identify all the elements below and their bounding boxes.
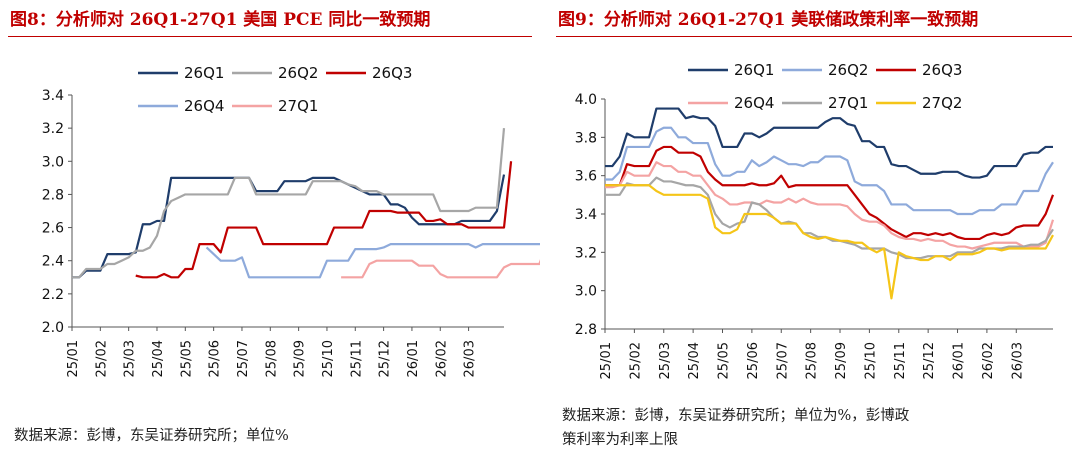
y-tick-label: 3.4 — [42, 88, 64, 104]
right-chart: 2.8 3.0 3.2 3.4 3.6 3.8 4.0 25/01 25/02 25/03 25/0… — [575, 61, 1055, 379]
x-tick-label: 25/11 — [349, 340, 364, 377]
left-panel: 图8：分析师对 26Q1-27Q1 美国 PCE 同比一致预期 2.0 2.2 2.… — [8, 10, 540, 444]
x-tick-label: 25/04 — [687, 342, 702, 379]
y-tick-label: 3.4 — [575, 207, 597, 223]
left-chart-title: 图8：分析师对 26Q1-27Q1 美国 PCE 同比一致预期 — [10, 10, 431, 30]
legend-label-27q1: 27Q1 — [828, 94, 868, 112]
y-tick-label: 2.8 — [42, 187, 64, 203]
y-tick-label: 4.0 — [575, 92, 597, 108]
left-title-rule — [8, 36, 532, 37]
series-line-26q3 — [605, 145, 1055, 241]
x-tick-label: 25/12 — [378, 340, 393, 377]
y-tick-label: 3.2 — [575, 245, 597, 261]
y-tick-label: 2.6 — [42, 221, 64, 237]
series-line-26q4 — [205, 243, 540, 279]
x-tick-label: 25/02 — [628, 342, 643, 379]
x-tick-label: 25/01 — [66, 340, 81, 377]
x-tick-label: 25/08 — [264, 340, 279, 377]
right-chart-title: 图9：分析师对 26Q1-27Q1 美联储政策利率一致预期 — [558, 10, 979, 30]
x-tick-label: 25/09 — [293, 340, 308, 377]
x-tick-label: 25/05 — [717, 342, 732, 379]
legend-label-27q1: 27Q1 — [278, 97, 318, 115]
x-tick-label: 25/01 — [599, 342, 614, 379]
x-tick-label: 25/05 — [179, 340, 194, 377]
legend-label-26q3: 26Q3 — [372, 64, 412, 82]
series-line-26q1 — [72, 174, 506, 279]
x-tick-label: 25/10 — [863, 342, 878, 379]
y-tick-label: 3.0 — [575, 284, 597, 300]
x-tick-label: 25/03 — [658, 342, 673, 379]
x-tick-label: 25/07 — [775, 342, 790, 379]
series-line-27q2 — [605, 184, 1054, 300]
y-tick-label: 3.8 — [575, 130, 597, 146]
x-tick-label: 25/06 — [746, 342, 761, 379]
right-title-rule — [556, 36, 1072, 37]
series-line-26q2 — [605, 126, 1054, 216]
right-source-line-1: 数据来源：彭博，东吴证券研究所；单位为%，彭博政 — [562, 408, 910, 424]
x-tick-label: 25/03 — [123, 340, 138, 377]
x-tick-label: 25/04 — [151, 340, 166, 377]
y-tick-label: 2.8 — [575, 322, 597, 338]
x-tick-label: 25/07 — [236, 340, 251, 377]
y-tick-label: 2.4 — [42, 254, 64, 270]
x-tick-label: 26/01 — [952, 342, 967, 379]
x-tick-label: 26/03 — [463, 340, 478, 377]
x-tick-label: 25/10 — [321, 340, 336, 377]
legend-label-26q3: 26Q3 — [922, 61, 962, 79]
x-tick-label: 25/08 — [805, 342, 820, 379]
legend-label-26q1: 26Q1 — [184, 64, 224, 82]
legend-label-26q4: 26Q4 — [734, 94, 774, 112]
y-tick-label: 2.2 — [42, 287, 64, 303]
left-chart: 2.0 2.2 2.4 2.6 2.8 3.0 3.2 3.4 25/01 25/02 25/03 2… — [42, 64, 540, 377]
x-tick-label: 25/06 — [208, 340, 223, 377]
y-tick-label: 3.0 — [42, 154, 64, 170]
x-tick-label: 26/02 — [981, 342, 996, 379]
series-line-27q1 — [341, 259, 540, 279]
series-line-26q4 — [605, 161, 1055, 250]
series-line-26q1 — [605, 107, 1053, 179]
right-source-line-2: 策利率为利率上限 — [562, 432, 678, 448]
series-line-26q3 — [135, 161, 513, 279]
x-tick-label: 26/02 — [434, 340, 449, 377]
x-tick-label: 26/01 — [406, 340, 421, 377]
legend-label-26q2: 26Q2 — [278, 64, 318, 82]
y-tick-label: 2.0 — [42, 320, 64, 336]
x-tick-label: 25/12 — [922, 342, 937, 379]
legend-label-27q2: 27Q2 — [922, 94, 962, 112]
x-tick-label: 25/11 — [893, 342, 908, 379]
series-line-26q2 — [72, 128, 506, 279]
y-tick-label: 3.6 — [575, 169, 597, 185]
legend-label-26q4: 26Q4 — [184, 97, 224, 115]
left-source-note: 数据来源：彭博，东吴证券研究所；单位% — [14, 428, 289, 444]
x-tick-label: 26/03 — [1010, 342, 1025, 379]
x-tick-label: 25/09 — [834, 342, 849, 379]
legend-label-26q2: 26Q2 — [828, 61, 868, 79]
legend-label-26q1: 26Q1 — [734, 61, 774, 79]
right-source-note: 数据来源：彭博，东吴证券研究所；单位为%，彭博政 策利率为利率上限 — [562, 404, 1062, 452]
x-tick-label: 25/02 — [94, 340, 109, 377]
right-panel: 图9：分析师对 26Q1-27Q1 美联储政策利率一致预期 2.8 3.0 3.2 3… — [548, 0, 1080, 464]
y-tick-label: 3.2 — [42, 121, 64, 137]
